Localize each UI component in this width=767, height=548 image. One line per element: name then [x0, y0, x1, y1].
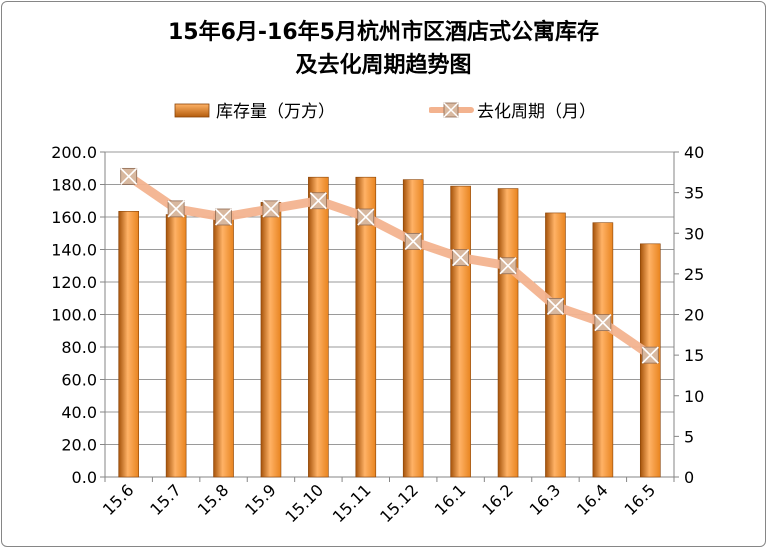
- y-left-tick-label: 40.0: [61, 403, 97, 422]
- bar: [213, 213, 234, 478]
- chart-title: 15年6月-16年5月杭州市区酒店式公寓库存 及去化周期趋势图: [2, 16, 765, 82]
- bar: [260, 202, 282, 478]
- legend-item-inventory: 库存量（万方）: [174, 97, 335, 122]
- chart-title-line-1: 15年6月-16年5月杭州市区酒店式公寓库存: [168, 20, 599, 45]
- y-left-tick-label: 20.0: [61, 436, 97, 455]
- cycle-marker-cross: [452, 249, 470, 267]
- bar: [165, 214, 187, 478]
- bar: [450, 185, 471, 478]
- y-right-tick-label: 25: [684, 265, 704, 284]
- cycle-marker-cross: [499, 257, 517, 275]
- y-left-tick-label: 120.0: [51, 273, 97, 292]
- y-left-tick-label: 160.0: [51, 208, 97, 227]
- bar: [118, 211, 140, 478]
- x-tick-label: 15.8: [194, 480, 233, 519]
- x-tick-label: 15.10: [281, 480, 327, 526]
- legend-item-cycle: 去化周期（月）: [429, 97, 596, 122]
- cycle-marker-cross: [120, 167, 138, 185]
- cycle-marker-cross: [546, 297, 565, 315]
- x-tick-label: 15.9: [241, 480, 280, 519]
- x-tick-label: 15.12: [376, 480, 422, 526]
- x-tick-label: 15.7: [146, 480, 185, 519]
- y-left-tick-label: 140.0: [51, 241, 97, 260]
- cycle-marker-cross: [404, 232, 422, 250]
- bar: [402, 179, 424, 478]
- legend-label-cycle: 去化周期（月）: [477, 102, 596, 122]
- y-left-tick-label: 100.0: [51, 306, 97, 325]
- bar: [308, 176, 329, 478]
- cycle-marker-cross: [167, 200, 185, 218]
- y-right-tick-label: 20: [684, 306, 704, 325]
- cycle-marker-cross: [357, 208, 375, 226]
- chart-title-line-2: 及去化周期趋势图: [295, 53, 472, 78]
- y-right-tick-label: 0: [684, 468, 694, 487]
- y-right-tick-label: 35: [684, 184, 704, 203]
- cycle-marker-cross: [594, 314, 612, 332]
- cycle-marker-cross: [262, 200, 280, 218]
- x-tick-label: 16.3: [526, 480, 565, 519]
- y-right-tick-label: 40: [684, 143, 704, 162]
- cycle-marker-cross: [214, 208, 233, 226]
- y-left-tick-label: 0.0: [72, 468, 97, 487]
- cycle-marker-cross: [641, 346, 659, 364]
- legend-label-inventory: 库存量（万方）: [216, 102, 335, 122]
- y-left-tick-label: 60.0: [61, 371, 97, 390]
- bar: [592, 222, 614, 478]
- bar: [545, 212, 566, 478]
- x-tick-label: 16.2: [478, 480, 517, 519]
- x-tick-label: 15.6: [99, 480, 138, 519]
- bar: [497, 188, 519, 478]
- cycle-marker-cross: [309, 192, 327, 210]
- x-tick-label: 16.5: [620, 480, 659, 519]
- y-right-tick-label: 15: [684, 346, 704, 365]
- y-left-tick-label: 200.0: [51, 143, 97, 162]
- x-tick-label: 16.4: [573, 480, 612, 519]
- y-right-tick-label: 5: [684, 427, 694, 446]
- y-right-tick-label: 10: [684, 387, 704, 406]
- legend-line-swatch: [429, 101, 474, 118]
- cycle-line: [124, 171, 655, 360]
- x-tick-label: 16.1: [431, 480, 470, 519]
- y-left-tick-label: 80.0: [61, 338, 97, 357]
- y-left-tick-label: 180.0: [51, 176, 97, 195]
- legend-bar-swatch: [174, 103, 210, 117]
- x-tick-label: 15.11: [329, 480, 375, 526]
- bar: [355, 176, 377, 478]
- y-right-tick-label: 30: [684, 224, 704, 243]
- chart-legend: 库存量（万方） 去化周期（月）: [2, 97, 765, 122]
